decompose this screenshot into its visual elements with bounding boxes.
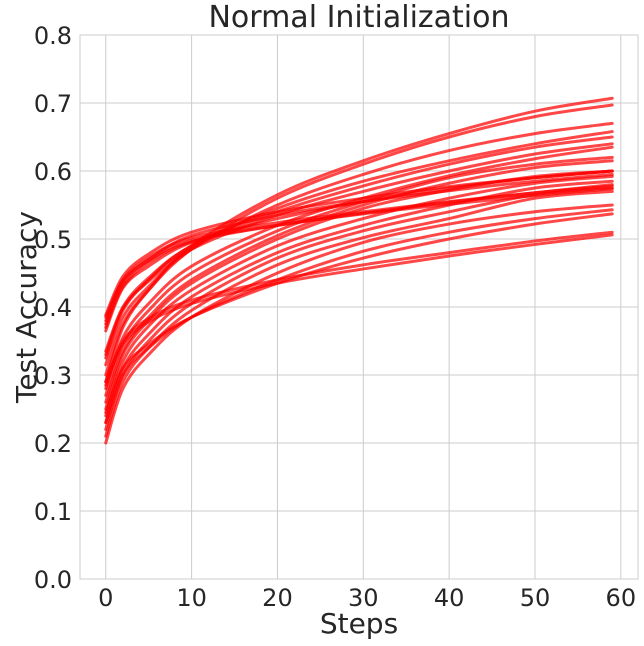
y-tick-label: 0.4 [34, 294, 72, 322]
y-tick-label: 0.8 [34, 22, 72, 50]
y-tick-label: 0.0 [34, 566, 72, 594]
y-tick-labels: 0.0 0.1 0.2 0.3 0.4 0.5 0.6 0.7 0.8 [34, 22, 72, 594]
x-tick-labels: 0 10 20 30 40 50 60 [98, 584, 636, 612]
y-tick-label: 0.7 [34, 90, 72, 118]
y-tick-label: 0.6 [34, 158, 72, 186]
y-tick-label: 0.2 [34, 430, 72, 458]
series-line-23 [104, 212, 614, 414]
y-tick-label: 0.1 [34, 498, 72, 526]
series-line-12 [104, 142, 614, 357]
x-tick-label: 20 [262, 584, 293, 612]
x-tick-label: 50 [520, 584, 551, 612]
series-line-10 [104, 96, 614, 384]
series-line-25 [104, 233, 614, 387]
series-line-18 [104, 179, 614, 425]
y-axis-title: Test Accuracy [10, 211, 43, 404]
series-line-22 [104, 208, 614, 425]
series-line-16 [104, 169, 614, 411]
series-line-8 [104, 121, 614, 367]
series-line-13 [104, 145, 614, 391]
x-tick-label: 10 [176, 584, 207, 612]
series-lines [104, 96, 614, 445]
series-line-17 [104, 174, 614, 418]
y-tick-label: 0.3 [34, 362, 72, 390]
x-tick-label: 0 [98, 584, 113, 612]
y-tick-label: 0.5 [34, 226, 72, 254]
plot-frame [79, 34, 639, 580]
series-line-4 [104, 172, 614, 323]
x-tick-label: 60 [606, 584, 637, 612]
series-line-7 [104, 130, 614, 353]
x-axis-title: Steps [320, 607, 398, 640]
series-line-21 [104, 203, 614, 445]
series-line-3 [104, 183, 614, 329]
x-tick-label: 40 [434, 584, 465, 612]
x-tick-label: 30 [348, 584, 379, 612]
series-line-20 [104, 189, 614, 438]
series-line-24 [104, 230, 614, 384]
chart-title: Normal Initialization [208, 0, 509, 35]
